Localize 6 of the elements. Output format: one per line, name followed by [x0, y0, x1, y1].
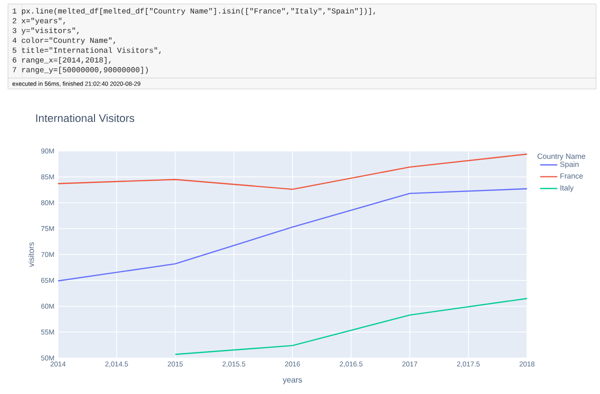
line-series	[58, 188, 527, 282]
line-series	[58, 154, 527, 190]
x-axis-title: years	[282, 378, 302, 384]
line-series	[174, 298, 527, 355]
y-axis-title: visitors	[28, 242, 34, 267]
chart-title: International Visitors	[36, 114, 134, 122]
